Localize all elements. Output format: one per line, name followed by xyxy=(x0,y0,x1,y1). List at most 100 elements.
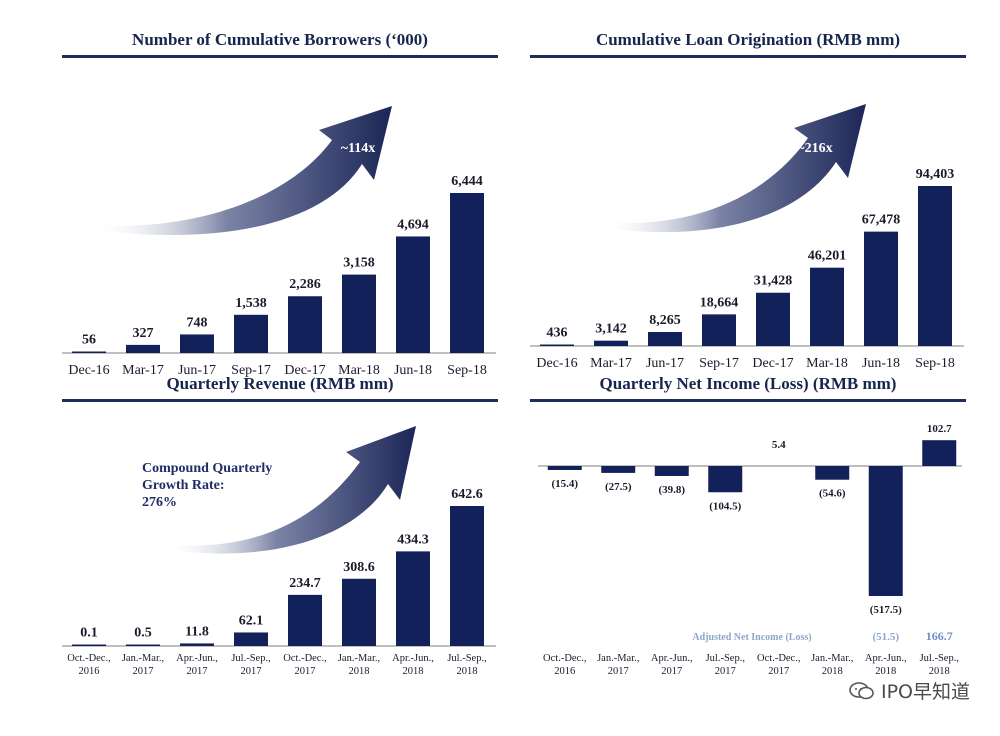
bar xyxy=(868,466,903,596)
x-tick-label: 2018 xyxy=(349,666,370,677)
bar xyxy=(342,274,376,353)
data-label: 46,201 xyxy=(808,249,847,264)
x-tick-label: Dec-16 xyxy=(536,356,577,371)
bar xyxy=(126,644,160,646)
data-label: (54.6) xyxy=(819,488,846,500)
data-label: 5.4 xyxy=(772,439,786,451)
data-label: (15.4) xyxy=(551,478,578,490)
x-tick-label: Jul.-Sep., xyxy=(920,653,959,664)
data-label: 3,158 xyxy=(343,256,375,271)
x-tick-label: Jan.-Mar., xyxy=(597,653,639,664)
bar xyxy=(342,578,376,646)
adjusted-value: 166.7 xyxy=(926,629,953,643)
x-tick-label: 2017 xyxy=(661,666,682,677)
x-tick-label: Apr.-Jun., xyxy=(176,653,218,664)
data-label: (27.5) xyxy=(605,481,632,493)
loan-origination-plot: ~216x 436 Dec-16 3,142 Mar-17 8,265 Jun-17 18,6… xyxy=(530,104,964,371)
bar xyxy=(396,236,430,353)
chart-title: Quarterly Revenue (RMB mm) xyxy=(166,374,394,393)
growth-multiple-label: ~216x xyxy=(797,141,832,156)
cumulative-borrowers-chart: Number of Cumulative Borrowers (‘000) ~1… xyxy=(62,30,498,378)
net-income-plot: (15.4) Oct.-Dec., 2016 (27.5) Jan.-Mar., 2017… xyxy=(538,423,962,677)
x-tick-label: Apr.-Jun., xyxy=(392,653,434,664)
x-tick-label: Jul.-Sep., xyxy=(706,653,745,664)
bar xyxy=(288,594,322,646)
x-tick-label: Mar-17 xyxy=(122,363,164,378)
bar xyxy=(234,632,268,646)
data-label: 436 xyxy=(547,326,568,341)
x-tick-label: Dec-17 xyxy=(752,356,793,371)
adjusted-value: (51.5) xyxy=(872,631,899,643)
x-tick-label: Oct.-Dec., xyxy=(757,653,800,664)
x-tick-label: Sep-18 xyxy=(915,356,955,371)
x-tick-label: 2017 xyxy=(295,666,316,677)
x-tick-label: 2018 xyxy=(403,666,424,677)
bar xyxy=(126,344,160,353)
data-label: 11.8 xyxy=(185,624,209,639)
x-tick-label: Jan.-Mar., xyxy=(811,653,853,664)
data-label: 3,142 xyxy=(595,322,627,337)
bar xyxy=(594,340,628,346)
data-label: 6,444 xyxy=(451,174,483,189)
growth-arrow xyxy=(92,106,392,236)
top-strip xyxy=(0,0,1000,8)
x-tick-label: Apr.-Jun., xyxy=(865,653,907,664)
x-tick-label: 2017 xyxy=(768,666,789,677)
bar xyxy=(450,193,484,353)
bar xyxy=(540,344,574,346)
bar xyxy=(288,296,322,353)
watermark: IPO早知道 xyxy=(849,677,970,704)
x-tick-label: 2017 xyxy=(187,666,208,677)
x-tick-label: Jun-17 xyxy=(646,356,684,371)
data-label: 1,538 xyxy=(235,296,267,311)
x-tick-label: Oct.-Dec., xyxy=(543,653,586,664)
x-tick-label: Jul.-Sep., xyxy=(231,653,270,664)
bar xyxy=(180,643,214,646)
x-tick-label: Jan.-Mar., xyxy=(122,653,164,664)
data-label: (39.8) xyxy=(658,484,685,496)
data-label: (517.5) xyxy=(870,604,902,616)
x-tick-label: Dec-17 xyxy=(284,363,325,378)
data-label: 308.6 xyxy=(343,560,375,575)
bar xyxy=(547,466,582,470)
quarterly-revenue-chart: Quarterly Revenue (RMB mm) Compound Quar… xyxy=(62,374,498,694)
growth-arrow xyxy=(600,104,866,233)
bar xyxy=(601,466,636,473)
x-tick-label: 2016 xyxy=(554,666,575,677)
data-label: 0.1 xyxy=(80,626,98,641)
bar xyxy=(72,644,106,646)
loan-origination-chart: Cumulative Loan Origination (RMB mm) ~21… xyxy=(530,30,966,371)
data-label: 62.1 xyxy=(239,613,264,628)
x-tick-label: Jul.-Sep., xyxy=(447,653,486,664)
adjusted-net-income-label: Adjusted Net Income (Loss) xyxy=(692,632,811,643)
data-label: 8,265 xyxy=(649,313,681,328)
data-label: 4,694 xyxy=(397,217,429,232)
title-rule xyxy=(530,399,966,402)
data-label: 434.3 xyxy=(397,532,429,547)
bar xyxy=(234,314,268,353)
x-tick-label: 2018 xyxy=(929,666,950,677)
bar xyxy=(654,466,689,476)
growth-arrow xyxy=(162,426,416,554)
x-tick-label: Sep-18 xyxy=(447,363,487,378)
bar xyxy=(702,314,736,346)
title-rule xyxy=(62,55,498,58)
bar xyxy=(918,186,952,346)
x-tick-label: Jun-17 xyxy=(178,363,216,378)
x-tick-label: Mar-18 xyxy=(806,356,848,371)
data-label: 748 xyxy=(187,315,208,330)
bar xyxy=(756,292,790,346)
chart-title: Quarterly Net Income (Loss) (RMB mm) xyxy=(599,374,897,393)
data-label: 2,286 xyxy=(289,277,321,292)
x-tick-label: Mar-17 xyxy=(590,356,632,371)
x-tick-label: 2017 xyxy=(608,666,629,677)
x-tick-label: 2017 xyxy=(715,666,736,677)
data-label: (104.5) xyxy=(709,500,741,512)
bar xyxy=(648,331,682,346)
data-label: 18,664 xyxy=(700,295,739,310)
revenue-plot: Compound Quarterly Growth Rate: 276% 0.1 Oct… xyxy=(62,426,496,677)
bar xyxy=(450,506,484,646)
data-label: 0.5 xyxy=(134,626,152,641)
bar xyxy=(864,231,898,346)
watermark-text: IPO早知道 xyxy=(880,681,970,703)
